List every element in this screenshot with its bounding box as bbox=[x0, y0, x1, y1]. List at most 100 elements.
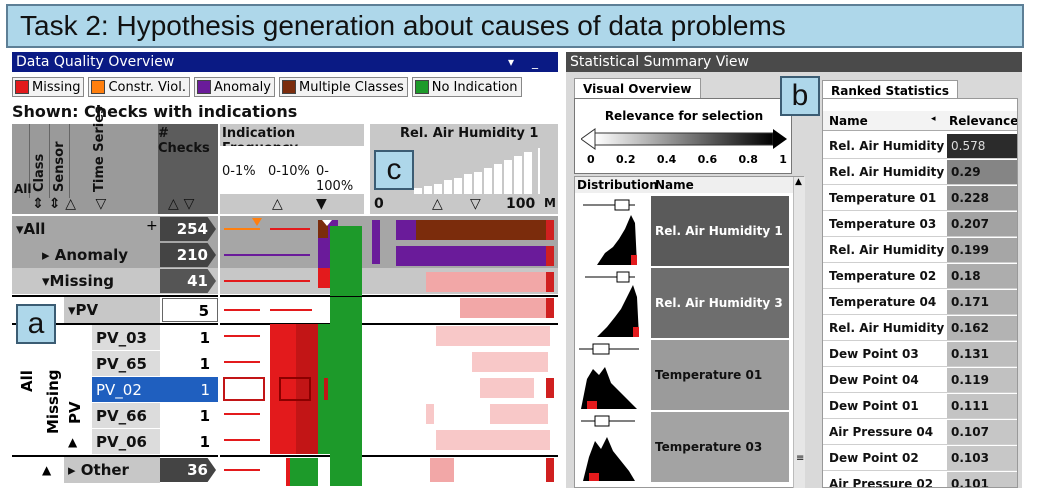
ranked-row[interactable]: Dew Point 02 0.103 bbox=[823, 445, 1017, 471]
col-name[interactable]: Name bbox=[655, 178, 694, 192]
ranked-name: Rel. Air Humidity 2 bbox=[829, 321, 957, 335]
expand-plus-icon[interactable]: + bbox=[146, 218, 158, 234]
table-row-pv02-selected[interactable]: PV_02 1 bbox=[12, 377, 558, 403]
dist-row[interactable]: Rel. Air Humidity 3 bbox=[575, 267, 791, 339]
distribution-plot bbox=[581, 415, 635, 481]
count-value: 1 bbox=[199, 407, 210, 425]
count-badge: 210 bbox=[160, 243, 216, 267]
row-label: ▾All bbox=[16, 220, 46, 238]
collapse-icon[interactable]: ▲ bbox=[42, 463, 52, 477]
dist-row[interactable]: Rel. Air Humidity 1 bbox=[575, 195, 791, 267]
checks-sort[interactable]: △ ▽ bbox=[168, 196, 195, 212]
ranked-row[interactable]: Rel. Air Humidity 3 0.29 bbox=[823, 159, 1017, 185]
table-row-pv65[interactable]: PV_65 1 bbox=[12, 351, 558, 377]
tab-visual-overview[interactable]: Visual Overview bbox=[574, 78, 701, 100]
ranked-value: 0.103 bbox=[947, 446, 1017, 470]
legend-label: No Indication bbox=[431, 79, 518, 95]
col-rel-air-humidity[interactable]: Rel. Air Humidity 1 bbox=[400, 126, 539, 141]
ranked-row[interactable]: Rel. Air Humidity 2 0.162 bbox=[823, 315, 1017, 341]
row-label: ▾PV bbox=[68, 301, 99, 319]
count-value: 1 bbox=[200, 381, 210, 399]
legend-missing[interactable]: Missing bbox=[12, 77, 85, 97]
col-checks[interactable]: # Checks bbox=[158, 126, 210, 156]
table-row-pv06[interactable]: ▲ PV_06 1 bbox=[12, 429, 558, 455]
axis-sort-desc[interactable]: ▽ bbox=[470, 196, 481, 212]
legend-anomaly[interactable]: Anomaly bbox=[193, 77, 275, 97]
minimize-icon[interactable]: _ bbox=[532, 55, 538, 69]
collapse-icon[interactable]: ▲ bbox=[68, 435, 78, 449]
axis-sort-asc[interactable]: △ bbox=[432, 196, 443, 212]
axis-m: M bbox=[544, 196, 556, 210]
freq-sort-desc[interactable]: ▼ bbox=[316, 196, 327, 212]
col-all[interactable]: All bbox=[14, 182, 32, 196]
ranked-row[interactable]: Temperature 03 0.207 bbox=[823, 211, 1017, 237]
ranked-row[interactable]: Rel. Air Humidity 4 0.199 bbox=[823, 237, 1017, 263]
ranked-row[interactable]: Air Pressure 04 0.107 bbox=[823, 419, 1017, 445]
ranked-value: 0.18 bbox=[947, 264, 1017, 288]
badge-b: b bbox=[780, 76, 820, 116]
count-badge: 254 bbox=[160, 217, 216, 241]
group-label-missing: Missing bbox=[44, 369, 62, 434]
col-relevance[interactable]: Relevance bbox=[949, 114, 1018, 128]
table-row-other[interactable]: ▲ ▸ Other 36 bbox=[12, 457, 558, 483]
dist-name: Temperature 03 bbox=[651, 412, 789, 482]
legend-multiple-classes[interactable]: Multiple Classes bbox=[279, 77, 408, 97]
group-label-pv: PV bbox=[66, 401, 84, 424]
relevance-ticks: 0 0.2 0.4 0.6 0.8 1 bbox=[587, 153, 787, 166]
badge-a: a bbox=[16, 304, 56, 344]
dist-header: Distribution Name bbox=[575, 177, 793, 193]
count-badge: 5 bbox=[162, 298, 218, 322]
table-row-pv03[interactable]: PV_03 1 bbox=[12, 325, 558, 351]
ranked-row[interactable]: Temperature 04 0.171 bbox=[823, 289, 1017, 315]
ranked-value: 0.199 bbox=[947, 238, 1017, 262]
legend-constr-viol[interactable]: Constr. Viol. bbox=[88, 77, 190, 97]
col-time-series[interactable]: Time Series bbox=[92, 106, 107, 192]
scroll-grip-icon[interactable]: ≡ bbox=[796, 453, 805, 464]
ranked-row[interactable]: Dew Point 03 0.131 bbox=[823, 341, 1017, 367]
col-class[interactable]: Class bbox=[32, 153, 47, 192]
ranked-statistics-table: Name ◂ Relevance Rel. Air Humidity 1 0.57… bbox=[822, 98, 1018, 488]
swatch-anomaly bbox=[196, 80, 211, 94]
bin-0-1: 0-1% bbox=[222, 164, 256, 179]
table-row-pv[interactable]: ▾PV 5 bbox=[12, 297, 558, 323]
ranked-value: 0.111 bbox=[947, 394, 1017, 418]
sort-controls[interactable]: ⇕ ⇕ △ ▽ bbox=[32, 196, 107, 212]
scroll-up-icon[interactable]: ▲ bbox=[795, 177, 802, 187]
task-title-bar: Task 2: Hypothesis generation about caus… bbox=[6, 4, 1024, 48]
histogram-icon bbox=[414, 148, 540, 194]
col-sensor[interactable]: Sensor bbox=[52, 141, 67, 192]
dropdown-icon[interactable]: ▾ bbox=[508, 55, 515, 69]
count-value: 1 bbox=[199, 355, 210, 373]
ranked-row[interactable]: Air Pressure 02 0.101 bbox=[823, 471, 1017, 487]
row-label: PV_03 bbox=[96, 329, 147, 347]
ranked-row[interactable]: Dew Point 04 0.119 bbox=[823, 367, 1017, 393]
ranked-name: Temperature 02 bbox=[829, 269, 937, 283]
freq-sort-asc[interactable]: △ bbox=[272, 196, 283, 212]
ranked-value: 0.162 bbox=[947, 316, 1017, 340]
dist-row[interactable]: Temperature 01 bbox=[575, 339, 791, 411]
tab-ranked-statistics[interactable]: Ranked Statistics bbox=[822, 80, 959, 102]
sort-icon[interactable]: ◂ bbox=[931, 114, 936, 124]
ranked-row[interactable]: Rel. Air Humidity 1 0.578 bbox=[823, 133, 1017, 159]
row-label: PV_65 bbox=[96, 355, 147, 373]
ranked-name: Temperature 01 bbox=[829, 191, 937, 205]
ranked-row[interactable]: Temperature 01 0.228 bbox=[823, 185, 1017, 211]
group-label-all: All bbox=[18, 370, 36, 392]
ranked-row[interactable]: Dew Point 01 0.111 bbox=[823, 393, 1017, 419]
panel-header: Data Quality Overview ▾ _ bbox=[12, 52, 558, 72]
ranked-name: Dew Point 03 bbox=[829, 347, 919, 361]
indication-frequency-glyphs bbox=[223, 218, 362, 486]
dist-name: Rel. Air Humidity 1 bbox=[651, 196, 789, 266]
dist-row[interactable]: Temperature 03 bbox=[575, 411, 791, 483]
scrollbar[interactable]: ▲ ≡ bbox=[793, 177, 805, 488]
legend-no-indication[interactable]: No Indication bbox=[411, 77, 522, 97]
ranked-row[interactable]: Temperature 02 0.18 bbox=[823, 263, 1017, 289]
swatch-multiple bbox=[282, 80, 296, 94]
col-distribution[interactable]: Distribution bbox=[577, 178, 658, 192]
col-name[interactable]: Name bbox=[829, 114, 868, 128]
legend-label: Missing bbox=[32, 79, 81, 95]
table-row-pv66[interactable]: PV_66 1 bbox=[12, 403, 558, 429]
ranked-name: Dew Point 01 bbox=[829, 399, 919, 413]
legend-label: Anomaly bbox=[213, 79, 271, 95]
dist-name: Temperature 01 bbox=[651, 340, 789, 410]
